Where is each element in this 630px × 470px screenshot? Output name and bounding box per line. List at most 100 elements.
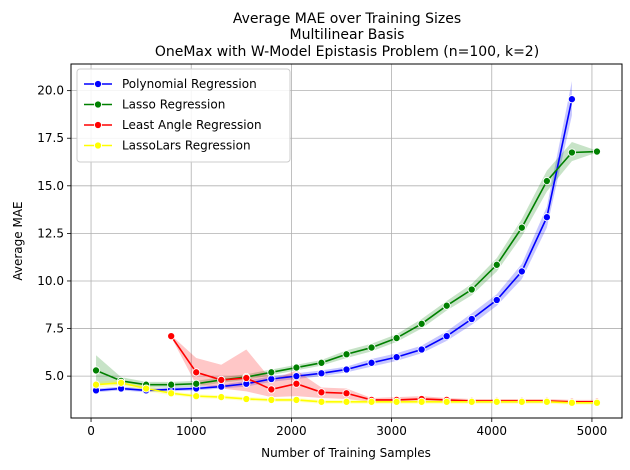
lassolars-regression-point [192, 392, 201, 401]
polynomial-regression-line [95, 99, 573, 392]
legend-item-polynomial-regression: Polynomial Regression [84, 77, 257, 91]
polynomial-regression-point [292, 372, 301, 381]
lassolars-regression-point [592, 398, 602, 407]
lasso-regression-point [91, 366, 101, 375]
legend-swatch-marker [93, 79, 103, 89]
least-angle-regression-point [267, 385, 276, 394]
lassolars-regression-point [167, 389, 176, 398]
legend-swatch-marker [93, 120, 103, 130]
lassolars-regression-point [567, 398, 576, 407]
lassolars-regression-point [317, 397, 326, 406]
lasso-regression-point [192, 379, 201, 388]
legend-swatch-marker [93, 100, 103, 109]
lassolars-regression-point [292, 395, 301, 404]
legend-label: Lasso Regression [122, 98, 225, 112]
y-axis-label: Average MAE [11, 201, 25, 280]
y-tick-label: 12.5 [37, 226, 64, 240]
y-tick-label: 17.5 [37, 131, 64, 145]
lasso-regression-point [367, 343, 376, 352]
chart-title: Average MAE over Training Sizes Multilin… [155, 11, 539, 60]
lassolars-regression-point [417, 397, 426, 406]
series-markers [91, 95, 602, 407]
chart-title-line-1: Average MAE over Training Sizes [233, 11, 461, 27]
lassolars-regression-point [217, 393, 226, 402]
legend-label: Least Angle Regression [122, 118, 262, 132]
x-tick-label: 3000 [376, 424, 407, 438]
lasso-regression-point [542, 176, 551, 186]
legend-item-least-angle-regression: Least Angle Regression [84, 118, 262, 132]
x-tick-label: 0 [87, 424, 95, 438]
lasso-regression-point [267, 368, 276, 377]
legend-item-lasso-regression: Lasso Regression [84, 98, 225, 112]
legend-label: Polynomial Regression [122, 77, 257, 91]
polynomial-regression-point [492, 295, 501, 305]
polynomial-regression-point [392, 353, 401, 362]
lasso-regression-point [167, 380, 176, 389]
lasso-regression-point [567, 148, 576, 157]
lasso-regression-point [442, 301, 451, 310]
lasso-regression-point [392, 334, 401, 343]
y-tick-label: 5.0 [45, 369, 64, 383]
lasso-regression-point [492, 260, 501, 269]
polynomial-regression-point [417, 345, 426, 354]
polynomial-regression-point [342, 365, 351, 374]
legend-swatch-marker [93, 141, 103, 150]
x-axis-label: Number of Training Samples [261, 446, 431, 460]
x-tick-label: 5000 [577, 424, 608, 438]
polynomial-regression-point [267, 374, 276, 384]
x-tick-label: 2000 [276, 424, 307, 438]
legend: Polynomial Regression Lasso Regression Lea… [76, 68, 291, 163]
lasso-regression-point [317, 358, 326, 367]
chart-title-line-2: Multilinear Basis [290, 27, 405, 43]
x-tick-label: 1000 [176, 424, 207, 438]
least-angle-regression-point [242, 373, 251, 383]
y-tick-label: 10.0 [37, 274, 64, 288]
x-axis-ticks: 0 1000 2000 3000 4000 5000 [87, 418, 607, 438]
chart-title-line-3: OneMax with W-Model Epistasis Problem (n… [155, 44, 539, 60]
polynomial-regression-point [317, 369, 326, 378]
lassolars-regression-point [267, 395, 276, 404]
plot-frame [70, 63, 623, 419]
least-angle-regression-point [292, 379, 301, 388]
polynomial-regression-point [517, 267, 526, 276]
polynomial-regression-point [567, 95, 576, 104]
y-tick-label: 20.0 [37, 84, 64, 98]
lassolars-regression-point [492, 397, 501, 406]
least-angle-regression-point [167, 332, 176, 341]
polynomial-regression-point [442, 332, 451, 341]
polynomial-regression-point [217, 382, 226, 391]
lasso-regression-point [292, 363, 301, 372]
legend-label: LassoLars Regression [122, 139, 251, 153]
lassolars-regression-point [142, 384, 151, 393]
lassolars-regression-point [517, 397, 526, 406]
lasso-regression-point [467, 285, 476, 294]
lassolars-regression-point [242, 394, 251, 404]
lassolars-regression-point [342, 397, 351, 406]
lassolars-regression-point [392, 397, 401, 406]
lasso-regression-point [417, 319, 426, 328]
x-tick-label: 4000 [476, 424, 507, 438]
legend-box [76, 68, 291, 163]
least-angle-regression-point [192, 368, 201, 377]
y-axis-ticks: 5.0 7.5 10.0 12.5 15.0 17.5 20.0 [37, 84, 71, 383]
least-angle-regression-line [170, 335, 597, 403]
legend-item-lassolars-regression: LassoLars Regression [84, 139, 251, 153]
polynomial-regression-point [542, 213, 551, 222]
least-angle-regression-confidence-band [171, 335, 597, 403]
lassolars-regression-point [467, 397, 476, 406]
lassolars-regression-point [542, 397, 551, 406]
y-tick-label: 7.5 [45, 322, 64, 336]
lasso-regression-point [592, 147, 602, 156]
least-angle-regression-point [342, 389, 351, 398]
polynomial-regression-point [467, 314, 476, 324]
lassolars-regression-point [117, 378, 126, 387]
lassolars-regression-point [91, 380, 101, 389]
polynomial-regression-point [367, 358, 376, 367]
y-tick-label: 15.0 [37, 179, 64, 193]
lassolars-regression-point [367, 397, 376, 406]
lasso-regression-point [517, 223, 526, 232]
legend-entries: Polynomial Regression Lasso Regression Lea… [84, 77, 262, 153]
least-angle-regression-point [217, 375, 226, 384]
lassolars-regression-point [442, 397, 451, 406]
